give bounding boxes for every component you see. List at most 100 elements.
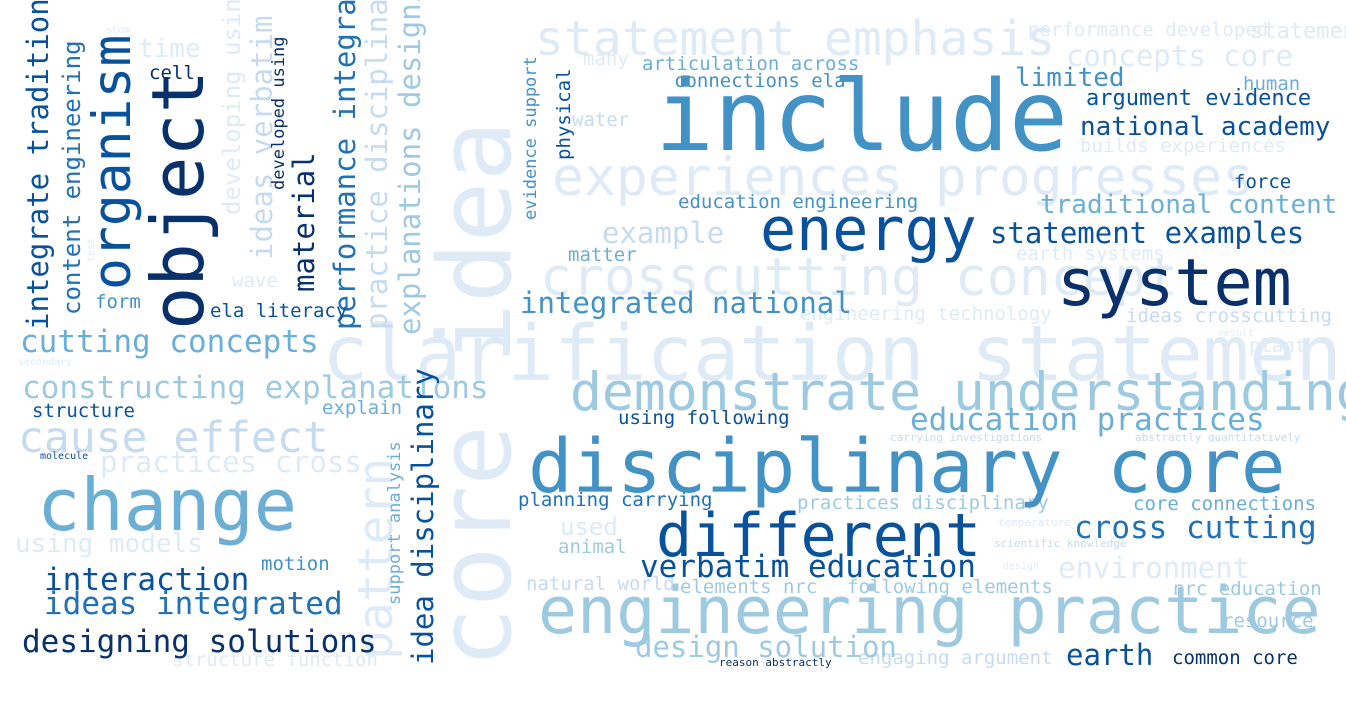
word: practices disciplinary — [797, 492, 1049, 514]
word: crosscutting concept — [540, 247, 1178, 308]
word: limited — [1015, 63, 1125, 93]
word: developing using — [218, 0, 246, 215]
word: time — [138, 34, 201, 64]
word: human — [1243, 73, 1300, 95]
word: stom — [106, 25, 130, 36]
word: support analysis — [385, 441, 405, 605]
word: cross cutting — [1074, 510, 1317, 546]
word: connections ela — [674, 70, 846, 92]
word: design solution — [635, 630, 897, 664]
word: using models — [15, 529, 203, 559]
word: carrying investigations — [890, 431, 1042, 444]
word: earth systems — [1016, 243, 1165, 265]
word: result — [1218, 328, 1254, 339]
word: education practices — [910, 402, 1265, 438]
word: interaction — [44, 562, 249, 598]
word: performance integrate — [328, 0, 362, 330]
word: traditional content — [1040, 190, 1337, 220]
word: cause effect — [18, 413, 329, 463]
word: concepts core — [1066, 39, 1293, 73]
word: force — [1234, 171, 1291, 193]
word: performance developed — [1028, 19, 1268, 41]
word: nrc education — [1173, 578, 1322, 600]
word: ideas crosscutting — [1126, 305, 1332, 327]
word: verbatim education — [640, 549, 976, 585]
word: different — [656, 501, 981, 571]
word: ela literacy — [210, 300, 347, 322]
word: statement emphasis — [535, 11, 1055, 67]
word: matter — [568, 244, 637, 266]
word: elements nrc — [680, 576, 817, 598]
word: common core — [1172, 647, 1298, 669]
word: education engineering — [678, 191, 918, 213]
word: designing solutions — [22, 624, 377, 660]
word: argument evidence — [1086, 86, 1311, 111]
word: change — [37, 463, 297, 547]
word: natural world — [526, 573, 675, 595]
word: engineering practice — [538, 574, 1321, 649]
word: national academy — [1080, 112, 1330, 142]
word: builds experiences — [1080, 135, 1286, 157]
word: environment — [1058, 551, 1250, 585]
word: abstractly quantitatively — [1135, 431, 1301, 444]
word: water — [572, 109, 629, 131]
word: explanations designing — [393, 0, 427, 335]
word: material — [287, 152, 321, 292]
word: motion — [261, 553, 330, 575]
word: structure — [32, 400, 135, 422]
word: planning carrying — [518, 489, 712, 511]
word: statement emphasis — [1250, 19, 1346, 44]
word: core connections — [1133, 493, 1316, 515]
word: practice disciplinary — [360, 0, 394, 330]
word: cell — [149, 62, 195, 84]
word: developed using — [269, 36, 289, 190]
word: include — [655, 60, 1068, 174]
word: used — [560, 513, 618, 541]
word: animal — [558, 536, 627, 558]
word: following elements — [847, 576, 1053, 598]
word: form — [95, 291, 141, 313]
word: energy — [760, 195, 977, 265]
word: engineering technology — [800, 303, 1052, 325]
word: example — [602, 216, 724, 250]
word: physical — [553, 68, 575, 160]
word: earth — [1066, 638, 1153, 672]
word: organism — [82, 35, 143, 290]
word: constructing explanations — [22, 370, 489, 406]
word: evidence support — [521, 56, 541, 220]
word: secondary — [18, 357, 72, 368]
word: ideas verbatim — [245, 16, 279, 260]
word: design — [1003, 561, 1039, 572]
word: system — [1057, 246, 1292, 321]
word: plant — [1249, 335, 1306, 357]
word: statement examples — [990, 216, 1304, 250]
word: core idea — [416, 121, 534, 668]
word: wave — [232, 270, 278, 292]
word: pattern — [348, 458, 404, 660]
word: clarification statement — [322, 310, 1346, 399]
word: explain — [322, 397, 402, 419]
word: temperature — [998, 516, 1071, 529]
word: structure function — [172, 649, 378, 671]
word: idea disciplinary — [406, 368, 440, 665]
word: object — [136, 70, 220, 330]
word: test — [86, 238, 97, 262]
word: experiences progresses — [552, 147, 1254, 208]
word: practices cross — [100, 445, 362, 479]
word: cutting concepts — [20, 324, 319, 360]
word: molecule — [40, 451, 88, 462]
word: integrate traditional — [21, 0, 55, 330]
word: using following — [618, 407, 790, 429]
word: resource — [1222, 610, 1314, 632]
word: demonstrate understanding — [570, 362, 1346, 423]
word: ideas integrated — [44, 586, 343, 622]
word: many — [583, 48, 629, 70]
word: scientific knowledge — [994, 537, 1126, 550]
word: articulation across — [642, 53, 859, 75]
word: content engineering — [58, 40, 86, 315]
word: reason abstractly — [719, 656, 832, 669]
word: integrated national — [520, 286, 852, 320]
word: disciplinary core — [528, 424, 1285, 510]
